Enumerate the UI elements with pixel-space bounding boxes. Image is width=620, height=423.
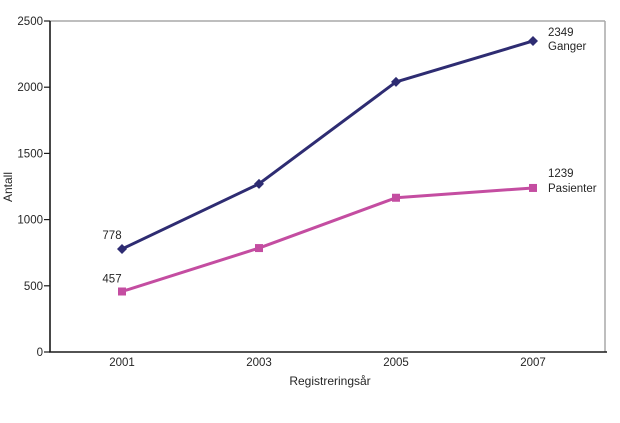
marker-diamond-ganger — [391, 76, 401, 87]
y-tick-label: 0 — [37, 347, 43, 359]
annotation-778: 778 — [102, 230, 121, 242]
annotation-457: 457 — [102, 273, 121, 285]
marker-square-pasienter — [255, 244, 263, 253]
marker-diamond-ganger — [117, 243, 127, 254]
x-axis-title: Registreringsår — [289, 374, 370, 388]
y-tick-label: 500 — [24, 281, 43, 293]
y-tick-label: 1000 — [17, 215, 43, 227]
marker-diamond-ganger — [254, 178, 264, 189]
annotation-2349: 2349 — [548, 27, 574, 39]
y-tick-label: 1500 — [17, 148, 43, 160]
series-line-ganger — [120, 39, 535, 251]
x-tick-label: 2001 — [109, 357, 135, 369]
annotation-1239: 1239 — [548, 168, 574, 180]
marker-diamond-ganger — [528, 35, 538, 46]
annotation-pasienter: Pasienter — [548, 183, 597, 195]
series-line-pasienter — [120, 186, 535, 293]
y-tick-label: 2000 — [17, 82, 43, 94]
marker-square-pasienter — [118, 287, 126, 296]
annotation-ganger: Ganger — [548, 41, 587, 53]
x-tick-label: 2003 — [246, 357, 272, 369]
x-tick-label: 2005 — [383, 357, 409, 369]
marker-square-pasienter — [529, 183, 537, 192]
x-tick-label: 2007 — [520, 357, 546, 369]
y-axis-title: Antall — [1, 172, 15, 202]
marker-square-pasienter — [392, 193, 400, 202]
y-tick-label: 2500 — [17, 16, 43, 28]
